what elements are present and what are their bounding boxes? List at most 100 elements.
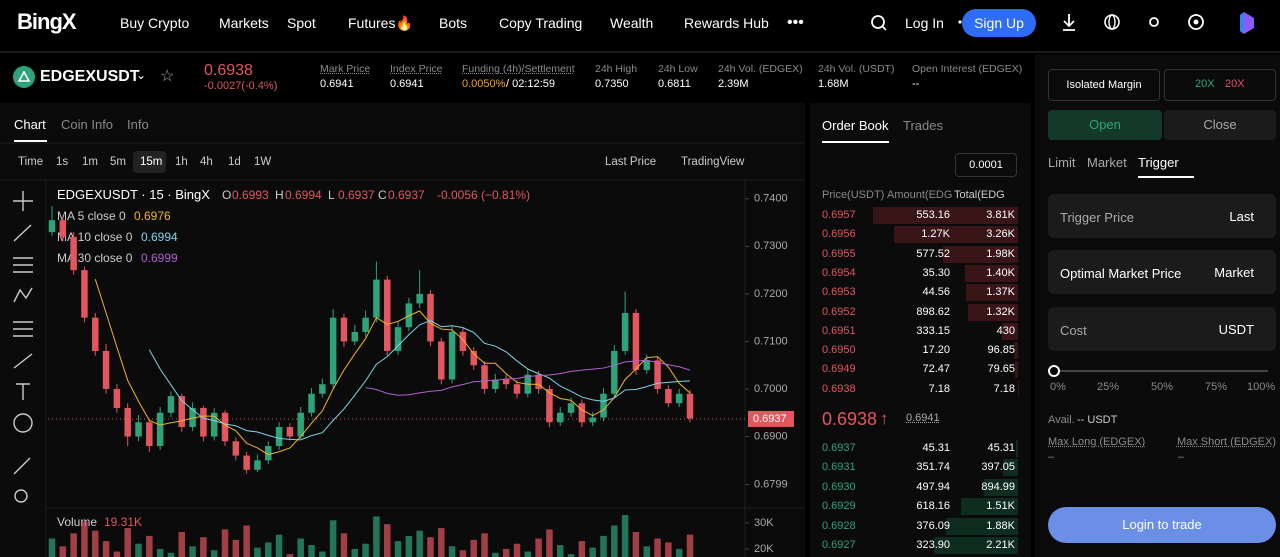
ob-amount: 35.30: [922, 266, 950, 279]
volume-bar: [275, 534, 283, 557]
symbol[interactable]: EDGEXUSDT: [40, 68, 140, 85]
ob-total: 397.05: [981, 461, 1015, 474]
close-tab[interactable]: Close: [1164, 110, 1276, 140]
interval[interactable]: 5m: [110, 156, 126, 168]
nav-item[interactable]: Copy Trading: [499, 15, 583, 31]
volume-bar: [156, 548, 164, 557]
candle-body: [383, 279, 391, 351]
depth-bar: [964, 264, 1018, 282]
ob-tab[interactable]: Order Book: [822, 118, 889, 133]
candle-body: [351, 331, 359, 342]
depth-bar: [946, 517, 1018, 535]
nav-item[interactable]: Rewards Hub: [684, 15, 769, 31]
field-unit[interactable]: Last: [1229, 209, 1254, 224]
nav-item[interactable]: Bots: [439, 15, 468, 31]
candle-body: [686, 393, 694, 419]
leverage-box[interactable]: [1164, 69, 1276, 101]
margin-mode[interactable]: Isolated Margin: [1048, 69, 1160, 101]
header-icons: [871, 12, 1254, 34]
depth-bar: [933, 537, 1018, 554]
last-price: 0.6938: [204, 62, 253, 79]
stat-value: 1.68M: [818, 78, 849, 90]
volume-bar: [70, 533, 77, 557]
candle-body: [665, 388, 672, 404]
logo[interactable]: BingX: [17, 9, 77, 34]
volume-bar: [351, 548, 359, 557]
ob-total: 45.31: [987, 442, 1015, 454]
ob-tab[interactable]: Trades: [903, 118, 943, 133]
candle-body: [329, 317, 337, 385]
input-field[interactable]: [1048, 250, 1276, 294]
interval[interactable]: 1h: [175, 156, 188, 168]
ohlc-value: 0.6994: [285, 188, 322, 202]
y-tick-label: 0.6799: [754, 478, 788, 490]
field-unit[interactable]: USDT: [1218, 322, 1254, 337]
interval[interactable]: 1m: [82, 156, 98, 168]
interval[interactable]: 1d: [228, 156, 241, 168]
volume-bar: [48, 538, 56, 557]
more[interactable]: •••: [787, 14, 804, 31]
ob-total: 430: [996, 324, 1015, 337]
chart-tab[interactable]: Coin Info: [61, 117, 114, 132]
ma-label: MA 5 close 0: [57, 209, 126, 223]
login-button[interactable]: Login to trade: [1048, 507, 1276, 543]
nav-item[interactable]: Buy Crypto: [120, 15, 190, 31]
candle-body: [297, 412, 304, 437]
nav-item[interactable]: Futures🔥: [348, 15, 413, 31]
interval[interactable]: 4h: [200, 156, 213, 168]
candle-body: [448, 331, 456, 380]
legend-title: EDGEXUSDT · 15 · BingX: [57, 187, 210, 202]
input-field[interactable]: [1048, 307, 1276, 351]
candle-body: [621, 312, 629, 351]
nav-item[interactable]: Markets: [219, 15, 269, 31]
interval[interactable]: Time: [18, 156, 44, 168]
order-type[interactable]: Limit: [1048, 155, 1076, 170]
slider-label: 50%: [1151, 381, 1174, 393]
field-label: Trigger Price: [1060, 210, 1134, 225]
favorite[interactable]: ☆: [160, 68, 175, 85]
field-unit[interactable]: Market: [1214, 265, 1254, 280]
stat-label: 24h High: [595, 63, 638, 75]
y-tick-label: 0.6900: [754, 430, 788, 442]
ob-amount: 376.09: [916, 519, 950, 532]
order-type[interactable]: Trigger: [1138, 155, 1179, 170]
interval[interactable]: 1W: [254, 156, 272, 168]
ob-amount: 553.16: [916, 209, 950, 221]
login[interactable]: Log In: [905, 15, 944, 31]
chart-tab[interactable]: Info: [127, 117, 149, 132]
tick-select[interactable]: 0.0001: [955, 153, 1017, 177]
order-type[interactable]: Market: [1087, 155, 1127, 170]
volume-bar: [167, 552, 175, 557]
candle-body: [654, 360, 661, 389]
candle-body: [589, 417, 596, 423]
stat-label: 24h Vol. (USDT): [818, 63, 895, 75]
slider-label: 100%: [1247, 381, 1276, 393]
volume-bar: [135, 543, 142, 557]
volume-bar: [59, 546, 67, 557]
interval[interactable]: 15m: [140, 156, 163, 168]
price-source[interactable]: Last Price: [605, 156, 657, 168]
ob-total: 96.85: [987, 344, 1015, 357]
view-select[interactable]: TradingView: [681, 156, 745, 168]
ob-price: 0.6956: [822, 228, 856, 241]
input-field[interactable]: [1048, 194, 1276, 238]
volume-bar: [416, 530, 423, 557]
nav-item[interactable]: Spot: [287, 15, 316, 31]
candle-body: [70, 236, 77, 271]
ob-price: 0.6957: [822, 209, 856, 221]
stat-value: 0.6941: [390, 78, 424, 90]
interval[interactable]: 1s: [56, 156, 69, 168]
open-tab[interactable]: Open: [1048, 110, 1162, 140]
coin-icon: [13, 66, 35, 88]
slider-knob[interactable]: [1048, 365, 1060, 377]
candle-body: [611, 350, 618, 394]
ob-price: 0.6930: [822, 480, 856, 493]
chart-tab[interactable]: Chart: [14, 117, 46, 132]
signup-button[interactable]: Sign Up: [962, 9, 1036, 37]
volume-bar: [265, 542, 272, 557]
nav-item[interactable]: Wealth: [610, 15, 654, 31]
stat-value: 2.39M: [718, 78, 749, 90]
max-long: Max Long (EDGEX): [1048, 436, 1146, 448]
field-label: Cost: [1060, 323, 1087, 338]
